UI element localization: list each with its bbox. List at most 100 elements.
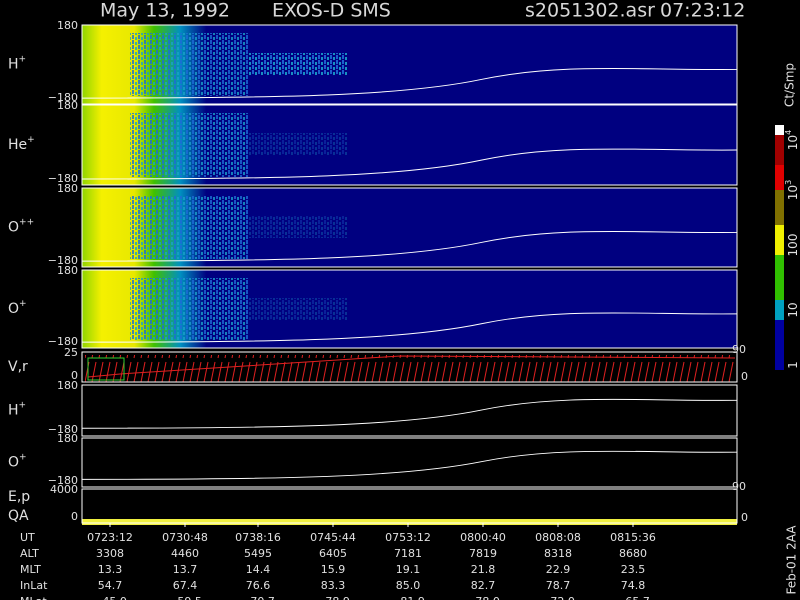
colorbar-label: 103 bbox=[784, 180, 800, 200]
panels: 180−180H+180−180He+180−180O++180−180O+25… bbox=[8, 19, 748, 525]
panel-frame bbox=[81, 384, 738, 437]
date: May 13, 1992 bbox=[100, 0, 230, 22]
panel-frame bbox=[81, 351, 738, 383]
y-tick-label: −180 bbox=[48, 423, 78, 436]
cell: 4460 bbox=[171, 547, 199, 560]
colorbar-label: 100 bbox=[786, 234, 800, 257]
mission: EXOS-D SMS bbox=[272, 0, 391, 22]
cell: 0738:16 bbox=[235, 531, 281, 544]
cell: 0753:12 bbox=[385, 531, 431, 544]
y-tick-label: 180 bbox=[57, 19, 78, 32]
time: 07:23:12 bbox=[660, 0, 745, 22]
y-tick-label: 180 bbox=[57, 264, 78, 277]
colorbar-label: 10 bbox=[786, 302, 800, 317]
cell: 54.7 bbox=[98, 579, 123, 592]
cell: 0808:08 bbox=[535, 531, 581, 544]
panel-label: He+ bbox=[8, 135, 35, 154]
cell: 3308 bbox=[96, 547, 124, 560]
panel-frame bbox=[81, 24, 738, 105]
y-tick-label: −180 bbox=[48, 254, 78, 267]
cell: 0800:40 bbox=[460, 531, 506, 544]
colorbar-labels: 104 103 100 10 1 bbox=[784, 130, 800, 369]
y-tick-label: −180 bbox=[48, 172, 78, 185]
cell: 22.9 bbox=[546, 563, 571, 576]
colorbar-label: 104 bbox=[784, 130, 800, 150]
cell: −45.0 bbox=[93, 595, 127, 600]
y-tick-label: −180 bbox=[48, 474, 78, 487]
pitch-angle-curve bbox=[81, 450, 738, 480]
y-tick-label: 180 bbox=[57, 182, 78, 195]
y-tick-label: −180 bbox=[48, 91, 78, 104]
y-tick-label: 180 bbox=[57, 379, 78, 392]
row-label: InLat bbox=[20, 579, 48, 592]
cell: 83.3 bbox=[321, 579, 346, 592]
y-tick-label: 0 bbox=[71, 369, 78, 382]
cell: 19.1 bbox=[396, 563, 421, 576]
panel-label: H+ bbox=[8, 400, 26, 419]
spectrogram-speckle bbox=[130, 113, 248, 177]
spectrogram-speckle bbox=[130, 33, 248, 96]
y-tick-label: 25 bbox=[64, 346, 78, 359]
panel-label: V,r bbox=[8, 359, 28, 375]
cell: 8680 bbox=[619, 547, 647, 560]
y-tick-label: −180 bbox=[48, 335, 78, 348]
panel-label: QA bbox=[8, 508, 29, 524]
cell: 6405 bbox=[319, 547, 347, 560]
cell: 0745:44 bbox=[310, 531, 356, 544]
pitch-angle-curve bbox=[81, 398, 738, 429]
spectrogram-speckle bbox=[248, 298, 348, 320]
row-label: ALT bbox=[20, 547, 39, 560]
cell: 76.6 bbox=[246, 579, 271, 592]
cell: 0730:48 bbox=[162, 531, 208, 544]
cell: 8318 bbox=[544, 547, 572, 560]
panel-frame bbox=[81, 488, 738, 524]
spectrogram-speckle bbox=[130, 278, 248, 340]
row-label: MLat bbox=[20, 595, 47, 600]
cell: 0815:36 bbox=[610, 531, 656, 544]
velocity-line bbox=[87, 355, 736, 378]
cell: 85.0 bbox=[396, 579, 421, 592]
panel-label: O+ bbox=[8, 452, 27, 471]
cell: −81.9 bbox=[391, 595, 425, 600]
velocity-panel bbox=[85, 355, 734, 382]
cell: 7181 bbox=[394, 547, 422, 560]
cell: 82.7 bbox=[471, 579, 496, 592]
row-label: UT bbox=[20, 531, 35, 544]
cell: 21.8 bbox=[471, 563, 496, 576]
cell: −59.5 bbox=[168, 595, 202, 600]
y-tick-label: 0 bbox=[71, 510, 78, 523]
panel-label: O++ bbox=[8, 217, 34, 236]
panel-label: H+ bbox=[8, 54, 26, 73]
right-tick-label: 90 bbox=[732, 480, 746, 493]
right-tick-label: 0 bbox=[741, 511, 748, 524]
cell: 67.4 bbox=[173, 579, 198, 592]
cell: 78.7 bbox=[546, 579, 571, 592]
cell: 13.3 bbox=[98, 563, 123, 576]
cell: −65.7 bbox=[616, 595, 650, 600]
right-tick-label: 0 bbox=[741, 370, 748, 383]
y-tick-label: 180 bbox=[57, 99, 78, 112]
row-label: MLT bbox=[20, 563, 41, 576]
right-tick-label: 90 bbox=[732, 343, 746, 356]
cell: −72.0 bbox=[541, 595, 575, 600]
file: s2051302.asr bbox=[525, 0, 655, 22]
cell: 0723:12 bbox=[87, 531, 133, 544]
panel-label: E,p bbox=[8, 489, 30, 505]
colorbar-unit: Ct/Smp bbox=[783, 63, 797, 107]
cell: 23.5 bbox=[621, 563, 646, 576]
cell: −78.0 bbox=[466, 595, 500, 600]
cell: −78.9 bbox=[316, 595, 350, 600]
panel-frame bbox=[81, 269, 738, 349]
cell: −70.7 bbox=[241, 595, 275, 600]
colorbar-label: 1 bbox=[786, 361, 800, 369]
panel-frame bbox=[81, 104, 738, 186]
cell: 15.9 bbox=[321, 563, 346, 576]
cell: 74.8 bbox=[621, 579, 646, 592]
velocity-green bbox=[87, 357, 125, 381]
spectrogram-speckle bbox=[248, 133, 348, 155]
spectrogram-speckle bbox=[130, 196, 248, 259]
cell: 5495 bbox=[244, 547, 272, 560]
cell: 7819 bbox=[469, 547, 497, 560]
panel-frame bbox=[81, 437, 738, 488]
